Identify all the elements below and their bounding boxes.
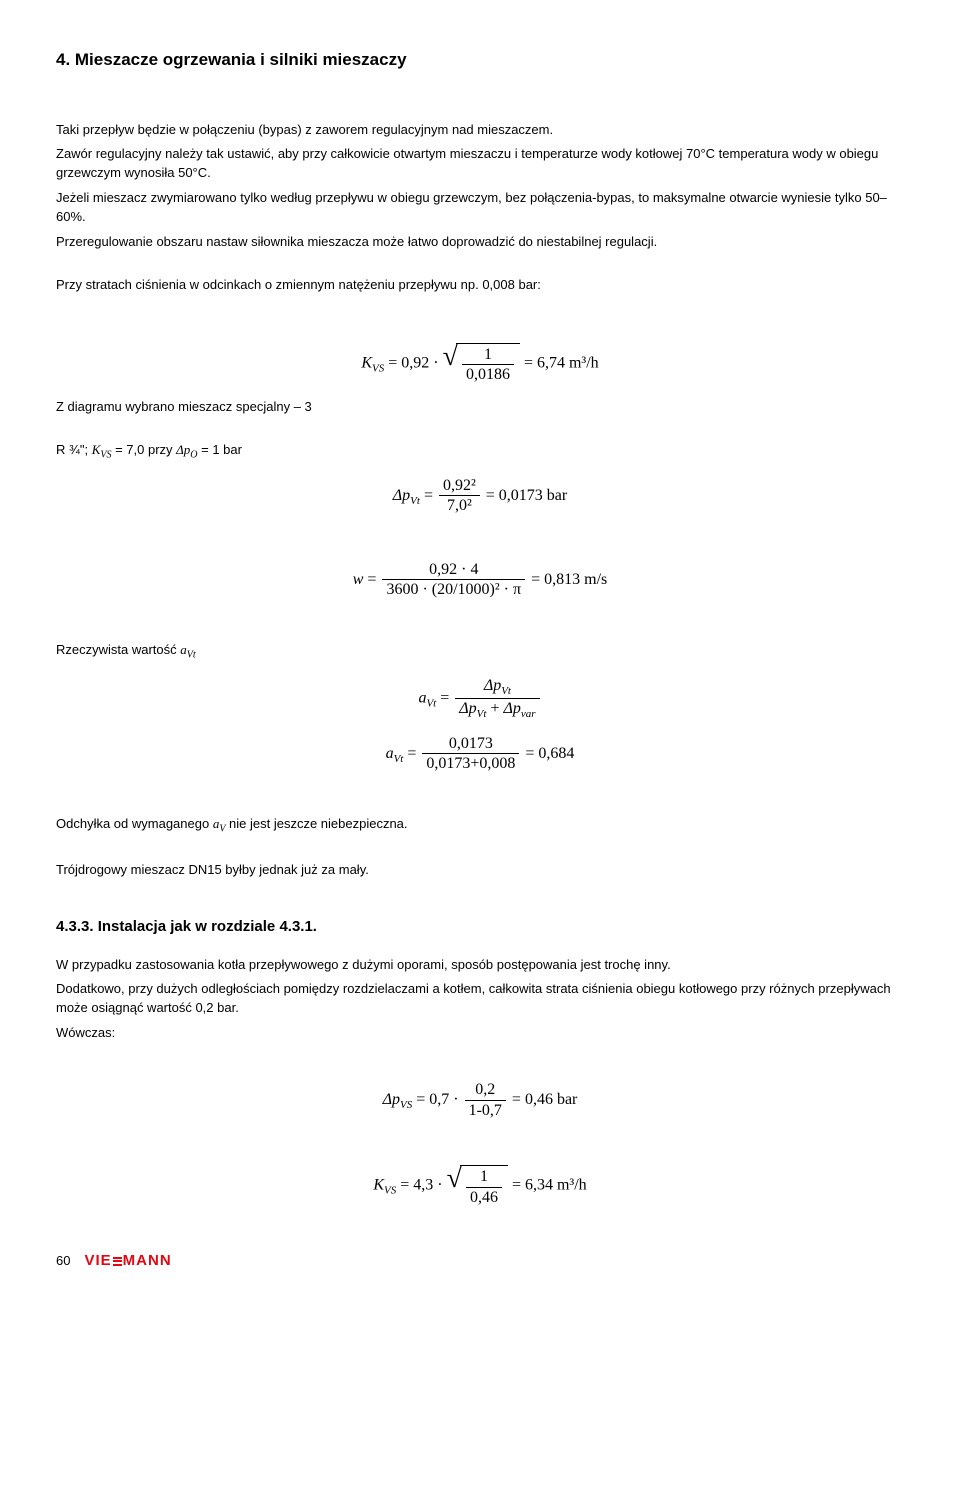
formula-dpvs: ΔpVS = 0,7 · 0,21-0,7 = 0,46 bar — [56, 1081, 904, 1119]
section-title: 4. Mieszacze ogrzewania i silniki miesza… — [56, 48, 904, 73]
formula-kvs-2: KVS = 4,3 · √ 10,46 = 6,34 m³/h — [56, 1165, 904, 1206]
page-number: 60 — [56, 1252, 70, 1271]
formula-kvs-1: KVS = 0,92 · √ 10,0186 = 6,74 m³/h — [56, 343, 904, 384]
paragraph: Wówczas: — [56, 1024, 904, 1043]
paragraph: Zawór regulacyjny należy tak ustawić, ab… — [56, 145, 904, 183]
subsection-title: 4.3.3. Instalacja jak w rozdziale 4.3.1. — [56, 916, 904, 938]
paragraph: Przy stratach ciśnienia w odcinkach o zm… — [56, 276, 904, 295]
brand-logo: VIEMANN — [84, 1250, 171, 1272]
paragraph: Trójdrogowy mieszacz DN15 byłby jednak j… — [56, 861, 904, 880]
formula-avt-numeric: aVt = 0,01730,0173+0,008 = 0,684 — [56, 735, 904, 773]
paragraph: Odchyłka od wymaganego aV nie jest jeszc… — [56, 815, 904, 837]
formula-w: w = 0,92 · 43600 · (20/1000)² · π = 0,81… — [56, 561, 904, 599]
paragraph: Taki przepływ będzie w połączeniu (bypas… — [56, 121, 904, 140]
brand-bars-icon — [113, 1255, 122, 1267]
paragraph: Dodatkowo, przy dużych odległościach pom… — [56, 980, 904, 1018]
formula-avt-symbolic: aVt = ΔpVt ΔpVt + Δpvar — [56, 677, 904, 721]
paragraph: Przeregulowanie obszaru nastaw siłownika… — [56, 233, 904, 252]
paragraph: W przypadku zastosowania kotła przepływo… — [56, 956, 904, 975]
paragraph: R ¾"; KVS = 7,0 przy ΔpO = 1 bar — [56, 441, 904, 463]
paragraph: Rzeczywista wartość aVt — [56, 641, 904, 663]
formula-dpvt: ΔpVt = 0,92²7,0² = 0,0173 bar — [56, 477, 904, 515]
page-footer: 60 VIEMANN — [56, 1250, 904, 1272]
paragraph: Z diagramu wybrano mieszacz specjalny – … — [56, 398, 904, 417]
paragraph: Jeżeli mieszacz zwymiarowano tylko wedłu… — [56, 189, 904, 227]
